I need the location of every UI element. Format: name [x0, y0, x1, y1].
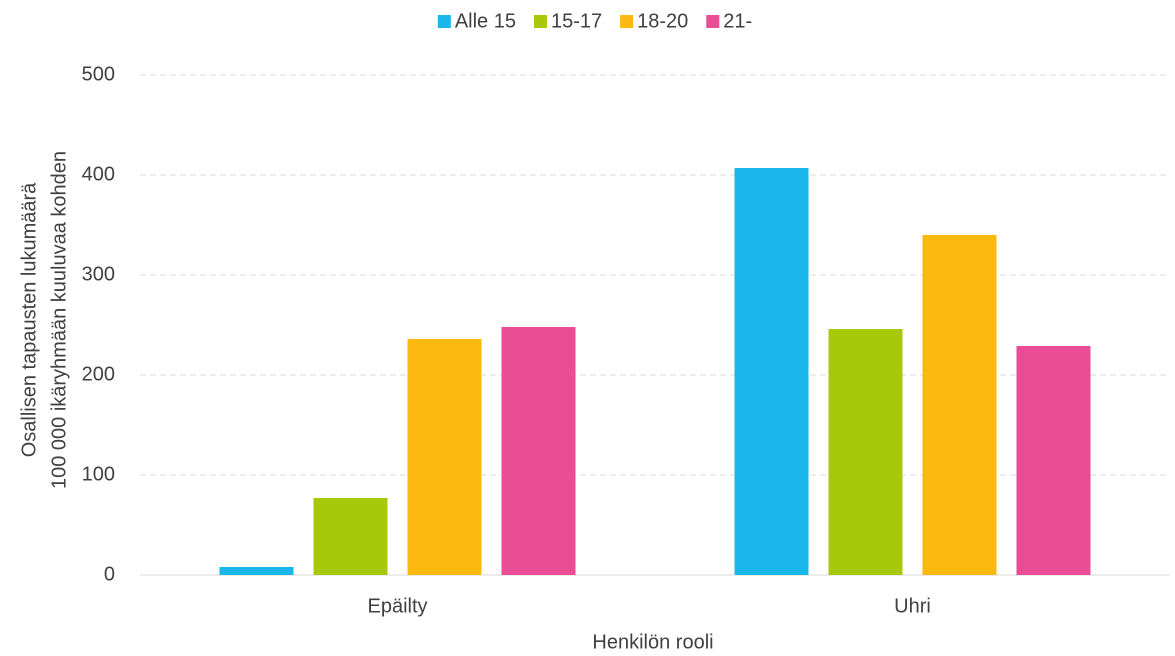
- legend-label: 18-20: [637, 10, 688, 32]
- legend-label: Alle 15: [455, 10, 516, 32]
- y-axis-title: Osallisen tapausten lukumäärä: [18, 182, 40, 457]
- legend-swatch: [437, 15, 451, 28]
- x-tick-label: Epäilty: [367, 595, 427, 617]
- bar: [407, 339, 482, 575]
- x-tick-label: Uhri: [894, 595, 931, 617]
- bar: [1016, 346, 1091, 575]
- y-tick-label: 400: [82, 163, 115, 185]
- bar: [313, 498, 388, 575]
- legend: Alle 15 15-17 18-20 21-: [437, 10, 752, 32]
- y-tick-label: 0: [104, 563, 115, 585]
- legend-swatch: [533, 15, 547, 28]
- bar: [501, 327, 576, 575]
- legend-label: 21-: [723, 10, 752, 32]
- bar: [922, 235, 997, 575]
- bar: [734, 168, 809, 575]
- x-axis-title: Henkilön rooli: [592, 631, 713, 653]
- y-tick-label: 100: [82, 463, 115, 485]
- bar: [219, 567, 294, 575]
- y-tick-label: 200: [82, 363, 115, 385]
- legend-swatch: [706, 15, 720, 28]
- y-tick-label: 300: [82, 263, 115, 285]
- bar: [828, 329, 903, 575]
- legend-label: 15-17: [551, 10, 602, 32]
- y-tick-label: 500: [82, 63, 115, 85]
- legend-swatch: [620, 15, 634, 28]
- y-axis-title: 100 000 ikäryhmään kuuluvaa kohden: [48, 151, 70, 489]
